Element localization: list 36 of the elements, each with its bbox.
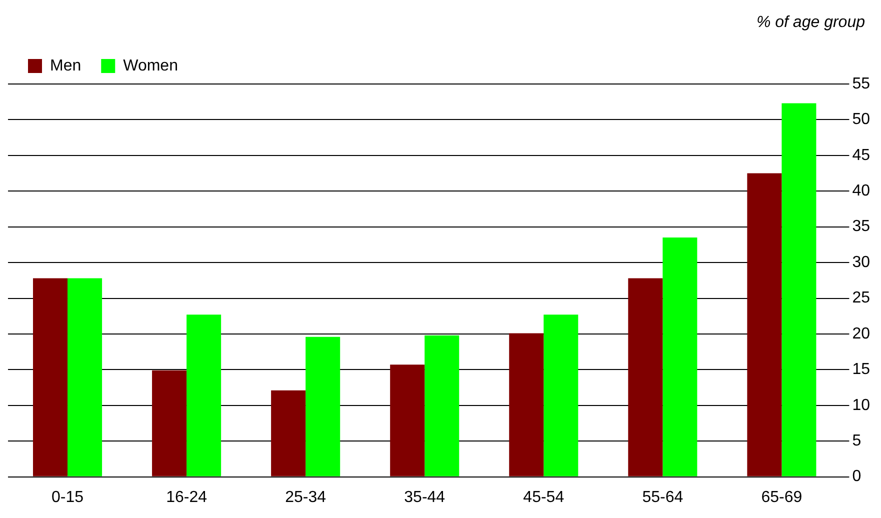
x-tick-label: 35-44 (404, 488, 446, 506)
y-tick-label: 25 (852, 290, 870, 307)
y-tick-label: 50 (852, 111, 870, 128)
bar (747, 173, 782, 476)
bar (628, 278, 663, 476)
y-tick-label: 55 (852, 75, 870, 92)
x-tick-label: 25-34 (285, 488, 326, 506)
y-axis-title: % of age group (756, 14, 865, 32)
bar (424, 335, 460, 476)
bar (544, 314, 578, 476)
bar (68, 278, 102, 476)
y-tick-label: 10 (852, 396, 870, 414)
x-tick-label: 45-54 (523, 488, 564, 506)
bar (662, 238, 698, 476)
bar (306, 336, 340, 476)
x-tick-label: 55-64 (642, 488, 684, 506)
y-tick-label: 0 (852, 468, 862, 486)
legend-label: Men (50, 57, 82, 74)
y-tick-label: 20 (852, 325, 870, 342)
bar (32, 278, 68, 476)
bar (509, 333, 544, 476)
y-tick-label: 30 (852, 254, 870, 271)
y-tick-label: 5 (852, 432, 862, 450)
legend-label: Women (123, 57, 178, 74)
y-tick-label: 40 (852, 182, 870, 200)
bar (782, 103, 816, 476)
y-tick-label: 15 (852, 361, 870, 378)
bar (271, 390, 306, 476)
bar (390, 364, 425, 476)
y-tick-label: 35 (852, 218, 870, 236)
bar (152, 370, 187, 476)
x-tick-label: 0-15 (52, 488, 84, 506)
bar (186, 314, 222, 476)
y-tick-label: 45 (852, 146, 870, 164)
x-tick-label: 65-69 (761, 488, 802, 506)
x-tick-label: 16-24 (166, 488, 208, 506)
